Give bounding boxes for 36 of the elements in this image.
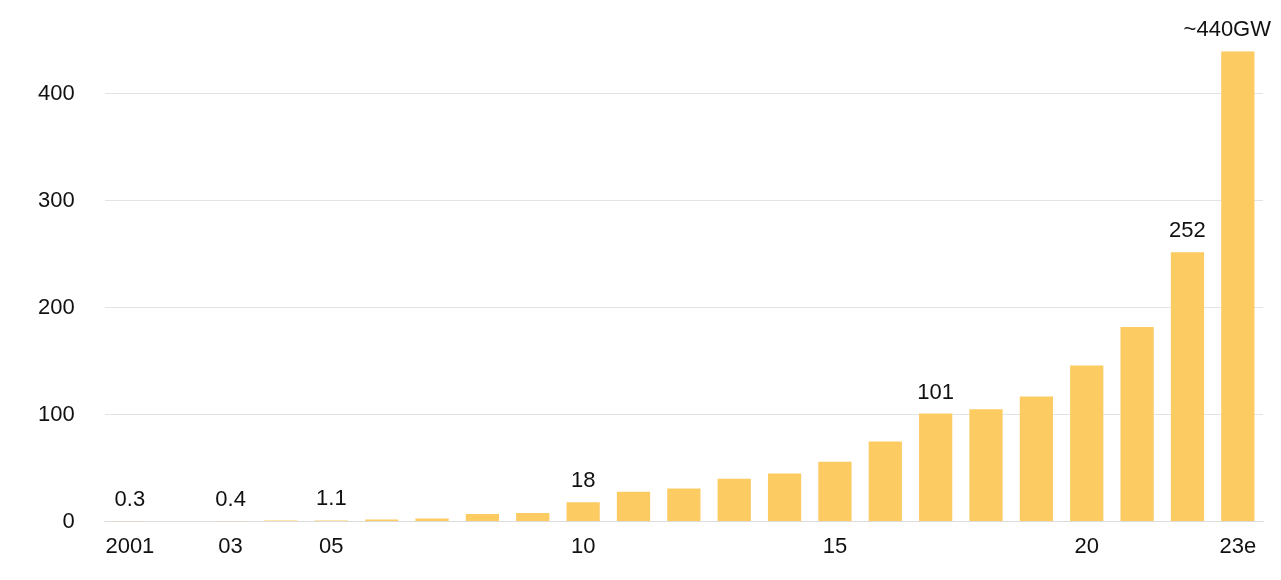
data-label: 252 — [1169, 217, 1206, 243]
x-tick-label: 2001 — [105, 532, 155, 558]
bar — [1120, 327, 1154, 522]
bar — [415, 518, 449, 522]
y-tick-label: 200 — [37, 293, 75, 319]
bar — [516, 513, 550, 522]
data-label: 0.4 — [215, 486, 246, 512]
bar — [465, 514, 500, 522]
bar — [1019, 396, 1053, 522]
bar — [1221, 51, 1255, 522]
bar — [767, 473, 802, 522]
x-tick-label: 15 — [822, 532, 848, 558]
data-label: 101 — [917, 378, 955, 404]
y-tick-label: 400 — [37, 80, 75, 106]
x-tick-label: 05 — [319, 532, 344, 558]
bar — [1170, 252, 1205, 522]
bar — [969, 409, 1003, 522]
x-tick-label: 10 — [570, 532, 596, 558]
y-tick-label: 0 — [62, 507, 75, 533]
bar — [616, 491, 651, 522]
bar — [1070, 365, 1104, 522]
x-tick-label: 23e — [1219, 532, 1257, 558]
x-tick-label: 20 — [1074, 532, 1099, 558]
data-label: 0.3 — [114, 486, 146, 512]
bar — [919, 413, 953, 522]
x-tick-label: 03 — [218, 532, 243, 558]
data-label: 1.1 — [316, 485, 347, 511]
y-tick-label: 100 — [37, 400, 75, 426]
bar — [566, 502, 600, 522]
bar — [717, 478, 751, 522]
data-label: 18 — [570, 467, 596, 493]
data-label: ~440GW — [1183, 16, 1272, 42]
bar — [667, 488, 701, 522]
y-tick-label: 300 — [37, 186, 75, 212]
bar — [818, 461, 852, 522]
bar — [868, 441, 902, 522]
